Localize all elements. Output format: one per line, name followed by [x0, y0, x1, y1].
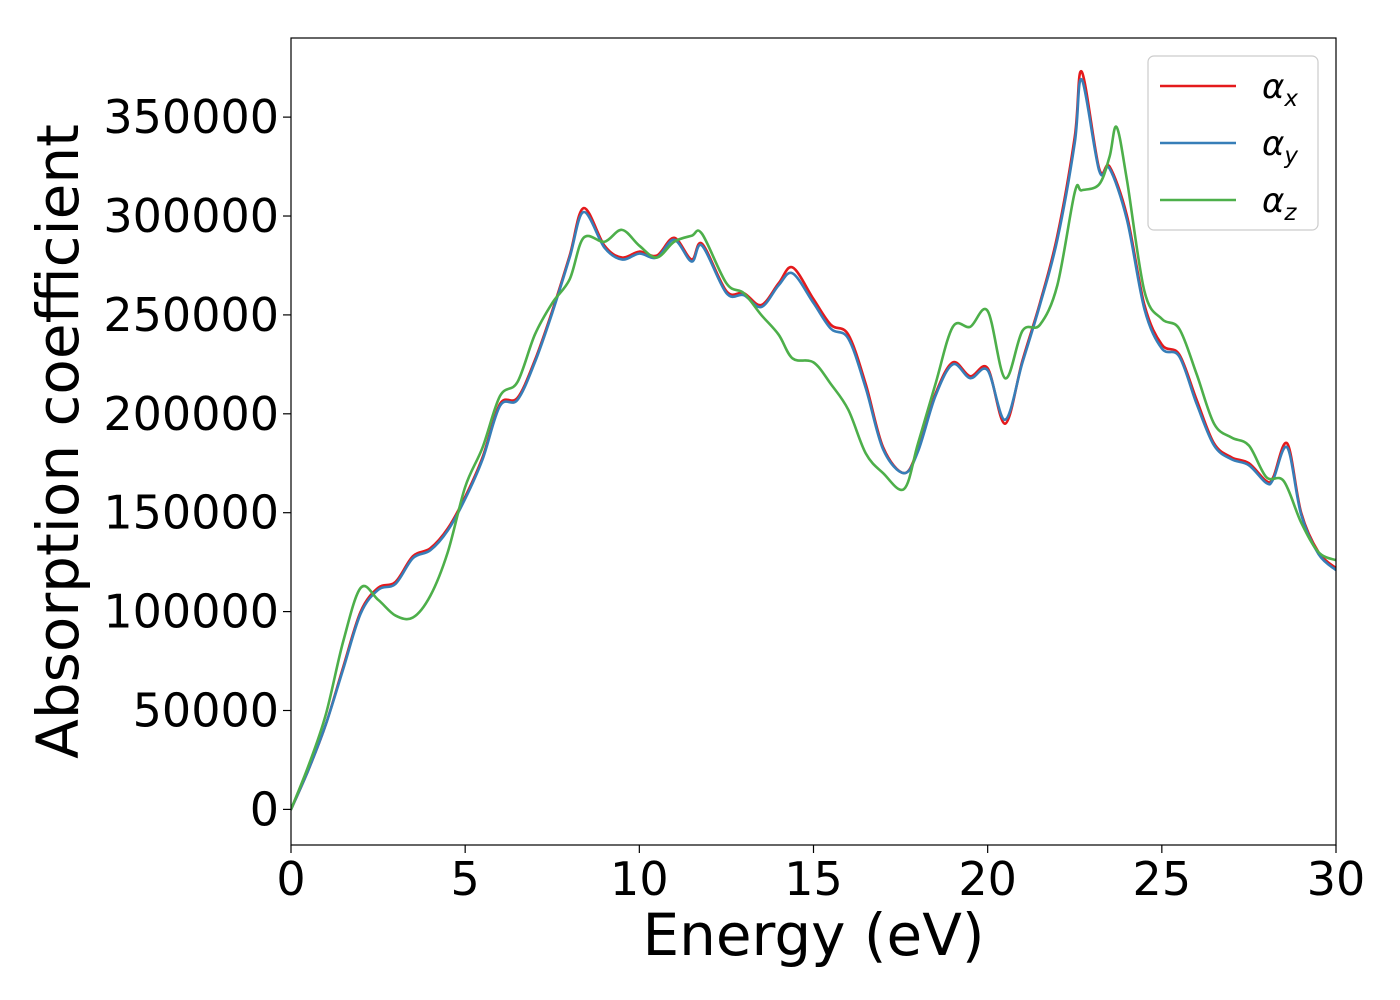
series-line-alpha-y [291, 78, 1336, 811]
x-tick-label: 20 [958, 852, 1017, 906]
y-tick-label: 300000 [103, 189, 279, 243]
y-tick-label: 200000 [103, 387, 279, 441]
y-tick-label: 150000 [103, 486, 279, 540]
x-tick-label: 0 [276, 852, 305, 906]
y-axis-ticks: 0 50000 100000 150000 200000 250000 300000 3500… [103, 90, 291, 836]
x-axis-ticks: 0 5 10 15 20 25 30 [276, 845, 1365, 906]
x-tick-label: 25 [1133, 852, 1192, 906]
y-tick-label: 100000 [103, 585, 279, 639]
y-tick-label: 50000 [133, 684, 279, 738]
series-layer [291, 70, 1336, 811]
series-line-alpha-z [291, 125, 1336, 811]
x-axis-title: Energy (eV) [642, 901, 984, 969]
x-tick-label: 10 [610, 852, 669, 906]
x-tick-label: 30 [1307, 852, 1366, 906]
x-tick-label: 15 [784, 852, 843, 906]
y-tick-label: 0 [250, 782, 279, 836]
x-tick-label: 5 [451, 852, 480, 906]
y-axis-title: Absorption coefficient [24, 124, 92, 759]
y-tick-label: 350000 [103, 90, 279, 144]
y-tick-label: 250000 [103, 288, 279, 342]
